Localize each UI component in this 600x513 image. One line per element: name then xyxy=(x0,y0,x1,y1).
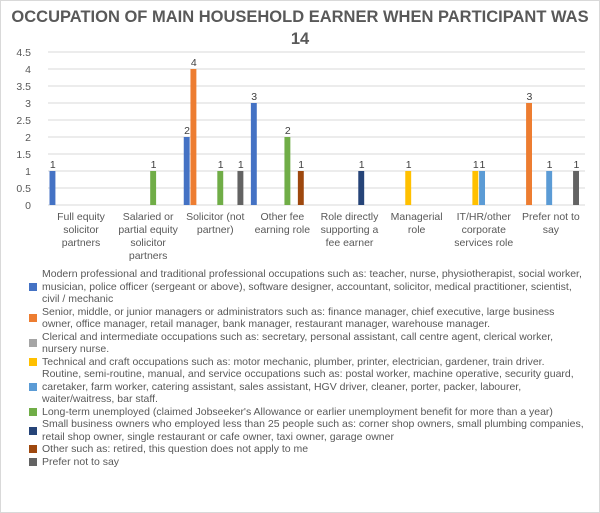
legend-entry: Modern professional and traditional prof… xyxy=(29,268,585,306)
data-label: 1 xyxy=(298,159,304,171)
legend-swatch xyxy=(29,445,37,454)
x-tick-label: Other fee earning role xyxy=(254,211,311,236)
legend-swatch xyxy=(29,407,37,416)
x-tick-label: Salaried or partial equity solicitor par… xyxy=(118,211,178,262)
bar xyxy=(250,103,257,205)
legend-entry: Other such as: retired, this question do… xyxy=(29,443,585,456)
legend-entry: Small business owners who employed less … xyxy=(29,418,585,443)
chart-title: OCCUPATION OF MAIN HOUSEHOLD EARNER WHEN… xyxy=(11,8,589,48)
legend-entry-label: Routine, semi-routine, manual, and servi… xyxy=(42,368,574,405)
x-tick-label: Managerial role xyxy=(390,211,443,236)
y-tick-label: 2 xyxy=(25,132,31,144)
y-tick-label: 1.5 xyxy=(16,149,31,161)
data-label: 1 xyxy=(151,159,157,171)
bar xyxy=(150,171,157,205)
legend-swatch xyxy=(29,382,37,391)
legend-entry-label: Long-term unemployed (claimed Jobseeker'… xyxy=(42,405,553,418)
legend-entry-label: Senior, middle, or junior managers or ad… xyxy=(42,305,555,331)
legend-entry: Technical and craft occupations such as:… xyxy=(29,356,585,369)
y-tick-label: 0.5 xyxy=(16,183,31,195)
y-tick-label: 4 xyxy=(25,64,31,76)
legend-swatch xyxy=(29,314,37,322)
bar xyxy=(297,171,304,205)
data-label: 1 xyxy=(359,159,365,171)
data-label: 3 xyxy=(527,91,533,103)
bar xyxy=(479,171,486,205)
x-tick-label: Prefer not to say xyxy=(521,211,580,236)
legend-entry-label: Modern professional and traditional prof… xyxy=(42,268,582,305)
y-tick-label: 3.5 xyxy=(16,81,31,93)
bar xyxy=(526,103,532,205)
y-tick-label: 3 xyxy=(25,98,31,110)
legend-entry-label: Prefer not to say xyxy=(42,455,120,468)
legend-swatch xyxy=(29,426,37,435)
bar xyxy=(546,171,553,205)
y-tick-label: 4.5 xyxy=(16,47,31,59)
y-tick-label: 0 xyxy=(25,200,31,212)
bar xyxy=(217,171,224,205)
y-tick-label: 2.5 xyxy=(16,115,31,127)
legend-entry-label: Other such as: retired, this question do… xyxy=(42,443,309,455)
data-label: 1 xyxy=(547,159,553,171)
legend-entry: Clerical and intermediate occupations su… xyxy=(29,331,585,356)
bar xyxy=(183,137,190,205)
data-label: 1 xyxy=(574,159,580,171)
legend-entry: Routine, semi-routine, manual, and servi… xyxy=(29,368,585,406)
bar xyxy=(49,171,56,205)
legend-entry-label: Clerical and intermediate occupations su… xyxy=(42,330,554,356)
legend-entry: Prefer not to say xyxy=(29,456,585,469)
data-label: 1 xyxy=(406,159,412,171)
bar xyxy=(405,171,412,205)
legend-entry: Long-term unemployed (claimed Jobseeker'… xyxy=(29,406,585,419)
bar xyxy=(573,171,579,205)
x-tick-label: Full equity solicitor partners xyxy=(57,211,105,249)
data-label: 2 xyxy=(184,125,190,137)
x-tick-label: Role directly supporting a fee earner xyxy=(320,211,379,249)
y-tick-label: 1 xyxy=(25,166,31,178)
data-label: 3 xyxy=(251,91,257,103)
data-label: 2 xyxy=(285,125,291,137)
data-label: 1 xyxy=(480,159,486,171)
data-label: 1 xyxy=(473,159,479,171)
data-label: 1 xyxy=(50,159,56,171)
data-label: 1 xyxy=(218,159,224,171)
legend-swatch xyxy=(29,457,37,466)
bar xyxy=(284,137,291,205)
bar xyxy=(472,171,479,205)
bar xyxy=(237,171,244,205)
legend-swatch xyxy=(29,339,37,347)
legend-entry: Senior, middle, or junior managers or ad… xyxy=(29,306,585,331)
legend-swatch xyxy=(29,282,37,291)
legend-swatch xyxy=(29,357,37,366)
x-tick-label: Solicitor (not partner) xyxy=(186,211,245,236)
legend-entry-label: Technical and craft occupations such as:… xyxy=(42,355,545,368)
data-label: 1 xyxy=(238,159,244,171)
legend: Modern professional and traditional prof… xyxy=(29,268,585,468)
bar xyxy=(358,171,365,205)
bar xyxy=(190,69,197,205)
x-tick-label: IT/HR/other corporate services role xyxy=(454,211,514,249)
data-label: 4 xyxy=(191,57,197,69)
legend-entry-label: Small business owners who employed less … xyxy=(42,418,584,443)
